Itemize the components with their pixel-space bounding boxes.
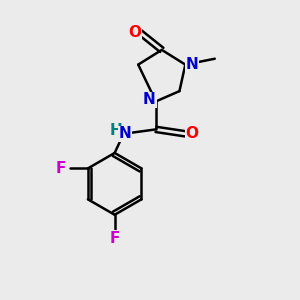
Text: H: H [110,123,122,138]
Text: O: O [128,25,141,40]
Text: O: O [185,126,198,141]
Text: F: F [56,161,66,176]
Text: F: F [110,231,120,246]
Text: N: N [185,57,198,72]
Text: N: N [118,126,131,141]
Text: N: N [143,92,156,107]
